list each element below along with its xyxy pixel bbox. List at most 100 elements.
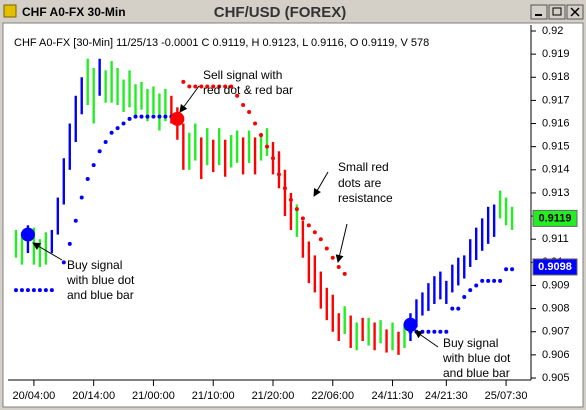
blue-dots: [474, 283, 479, 288]
x-tick-label: 24/21:30: [425, 390, 468, 402]
red-dots: [288, 197, 293, 202]
red-dots: [300, 216, 305, 221]
blue-dots: [43, 288, 48, 293]
blue-dots: [37, 288, 42, 293]
arrow: [414, 330, 439, 348]
info-line: CHF A0-FX [30-Min] 11/25/13 -0.0001 C 0.…: [14, 37, 429, 49]
x-tick-label: 21/20:00: [252, 390, 295, 402]
y-tick-label: 0.913: [542, 187, 570, 199]
price-label: 0.9119: [538, 212, 571, 224]
maximize-icon: [552, 7, 562, 16]
annotation: resistance: [338, 191, 393, 205]
blue-dots: [61, 260, 66, 265]
price-label-box: [532, 258, 578, 276]
arrow: [179, 85, 200, 113]
red-dots: [342, 271, 347, 276]
blue-dots: [456, 306, 461, 311]
blue-dots: [432, 329, 437, 334]
blue-dots: [25, 288, 30, 293]
y-tick-label: 0.908: [542, 303, 570, 315]
blue-dots: [49, 288, 54, 293]
blue-dots: [133, 114, 138, 119]
red-dots: [324, 246, 329, 251]
y-tick-label: 0.914: [542, 164, 570, 176]
blue-dots: [31, 288, 36, 293]
blue-dots: [157, 114, 162, 119]
annotation: Small red: [338, 160, 389, 174]
blue-dots: [444, 329, 449, 334]
blue-dots: [127, 116, 132, 121]
red-dots: [336, 264, 341, 269]
red-dots: [211, 84, 216, 89]
blue-dots: [115, 126, 120, 131]
arrow: [32, 242, 63, 261]
blue-dots: [492, 278, 497, 283]
blue-dots: [103, 140, 108, 145]
maximize-button[interactable]: [548, 4, 566, 20]
x-tick-label: 20/04:00: [12, 390, 55, 402]
annotation: Buy signal: [443, 336, 498, 350]
red-dots: [259, 133, 264, 138]
red-dots: [270, 156, 275, 161]
annotation: Sell signal with: [203, 68, 282, 82]
red-dots: [235, 93, 240, 98]
annotation: Buy signal: [67, 258, 122, 272]
x-tick-label: 21/00:00: [132, 390, 175, 402]
red-dots: [265, 144, 270, 149]
red-dots: [294, 207, 299, 212]
blue-dots: [67, 241, 72, 246]
x-tick-label: 21/10:00: [192, 390, 235, 402]
x-tick-label: 20/14:00: [72, 390, 115, 402]
x-tick-label: 25/07:30: [485, 390, 528, 402]
minimize-button[interactable]: [530, 4, 548, 20]
y-tick-label: 0.909: [542, 279, 570, 291]
title-bar: [2, 2, 584, 22]
blue-dots: [468, 288, 473, 293]
window-title: CHF A0-FX 30-Min: [22, 5, 126, 19]
price-label: 0.9098: [538, 261, 572, 273]
window-buttons: [530, 4, 584, 20]
blue-dots: [79, 195, 84, 200]
red-dots: [229, 84, 234, 89]
blue-dots: [19, 288, 24, 293]
chart-title: CHF/USD (FOREX): [214, 4, 347, 21]
x-tick-label: 24/11:30: [372, 390, 414, 402]
red-dots: [187, 84, 192, 89]
blue-dots: [145, 114, 150, 119]
blue-dots: [480, 278, 485, 283]
red-dots: [181, 79, 186, 84]
blue-dots: [163, 114, 168, 119]
red-dots: [205, 84, 210, 89]
blue-dots: [426, 329, 431, 334]
red-dots: [193, 84, 198, 89]
annotation: red dot & red bar: [203, 83, 293, 97]
blue-dots: [139, 114, 144, 119]
y-tick-label: 0.906: [542, 349, 570, 361]
arrow: [335, 223, 348, 263]
annotation: and blue bar: [443, 366, 510, 380]
annotation: and blue bar: [67, 288, 134, 302]
red-dots: [330, 255, 335, 260]
blue-dots: [151, 114, 156, 119]
signal-dot: [20, 227, 35, 242]
y-tick-label: 0.905: [542, 372, 570, 384]
blue-dots: [438, 329, 443, 334]
blue-dots: [73, 218, 78, 223]
blue-dots: [13, 288, 18, 293]
price-label-box: [532, 209, 578, 227]
red-dots: [199, 84, 204, 89]
red-dots: [282, 186, 287, 191]
annotations: Sell signal with red dot & red bar Small…: [32, 68, 511, 380]
y-tick-label: 0.918: [542, 71, 570, 83]
blue-dots: [486, 278, 491, 283]
blue-dots: [420, 329, 425, 334]
arrow: [313, 171, 329, 197]
red-dots: [253, 121, 258, 126]
annotation: dots are: [338, 176, 382, 190]
y-tick-label: 0.911: [542, 233, 569, 245]
signal-dot: [170, 111, 185, 126]
blue-dots: [510, 267, 515, 272]
annotation: with blue dot: [442, 351, 511, 365]
